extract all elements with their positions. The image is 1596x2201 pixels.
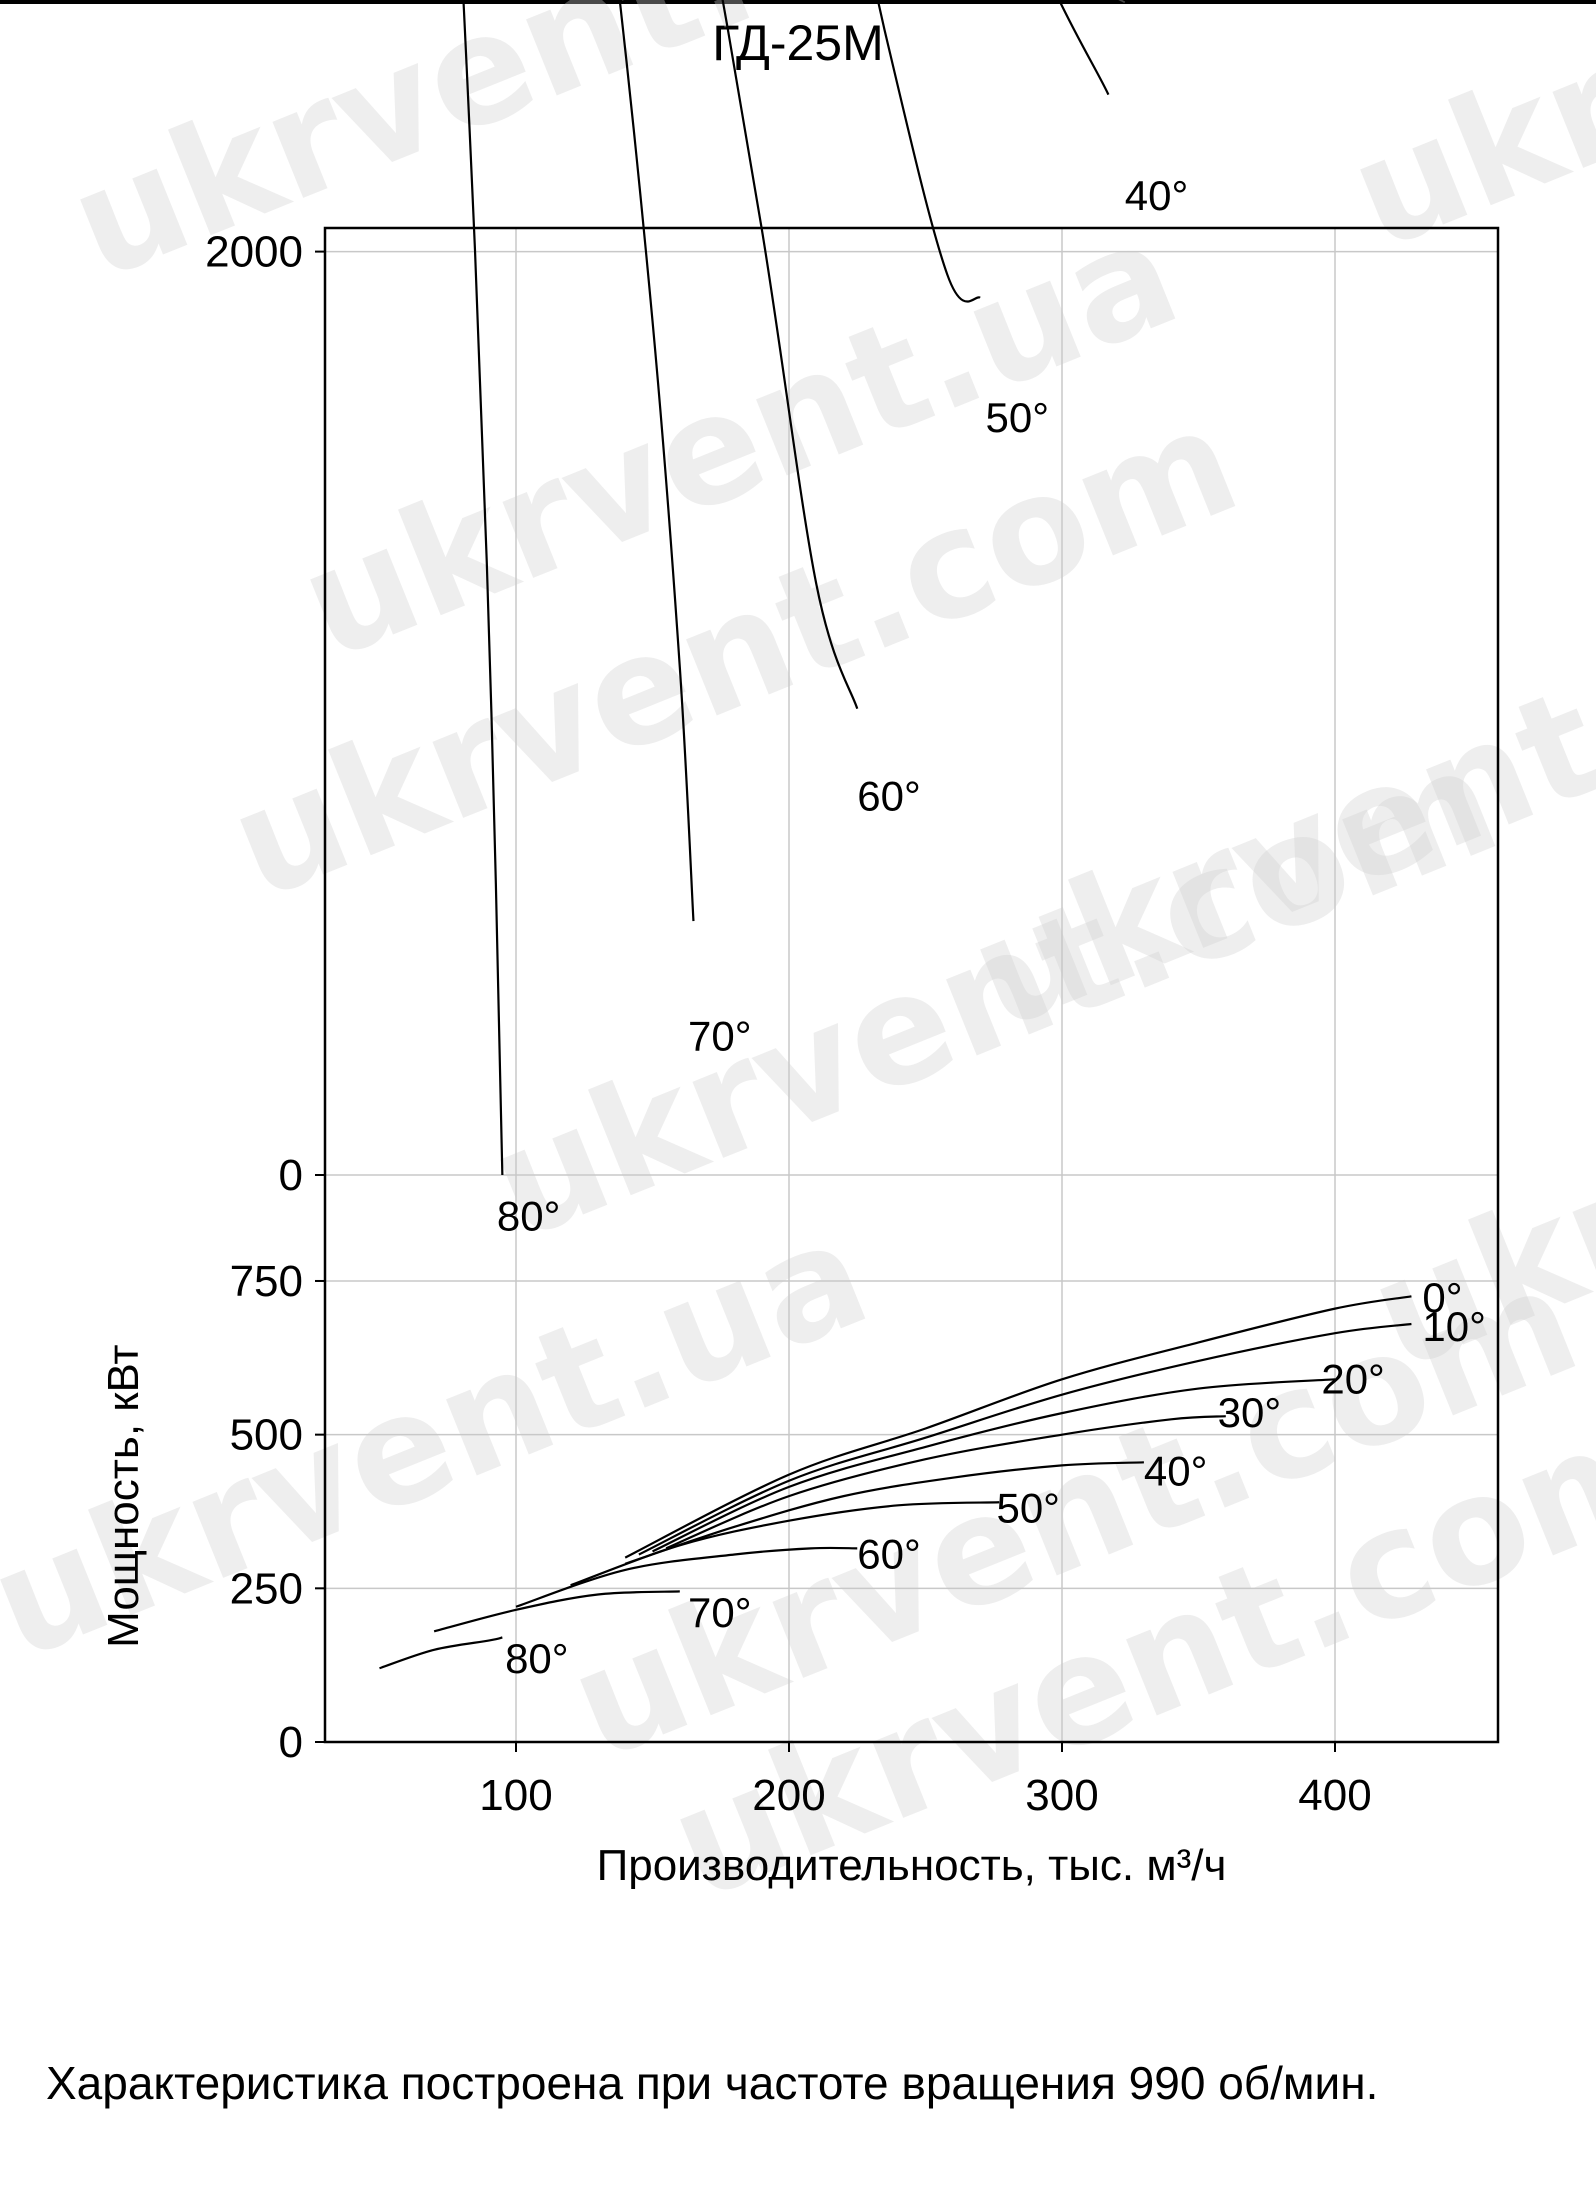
series-lines (379, 0, 1412, 1670)
pressure-series-line (462, 0, 504, 1176)
x-tick-label: 400 (1298, 1771, 1371, 1820)
power-series-line (638, 1322, 1412, 1556)
pressure-series-label: 70° (688, 1012, 752, 1059)
power-series-label: 10° (1422, 1303, 1486, 1350)
power-series-line (379, 1636, 503, 1670)
pressure-series-line (721, 0, 859, 710)
power-series-label: 70° (688, 1589, 752, 1636)
y-tick-label: 250 (230, 1564, 303, 1613)
power-series-line (665, 1415, 1226, 1550)
grid (325, 228, 1498, 1742)
y-tick-label: 500 (230, 1411, 303, 1460)
power-series-line (515, 1546, 858, 1608)
power-series-line (624, 1295, 1412, 1559)
top-rule (0, 0, 1596, 4)
pressure-series-label: 80° (497, 1193, 561, 1240)
y-axis-label-power: Мощность, кВт (99, 1344, 148, 1647)
axes: 10020030040002000400060000250500750Произ… (99, 226, 1500, 1890)
y-tick-label: 0 (279, 1718, 303, 1767)
pressure-series-line (618, 0, 695, 922)
pressure-series-label: 40° (1125, 172, 1189, 219)
power-series-label: 40° (1144, 1448, 1208, 1495)
series-labels: 80%75%70%60%50%0°10°20°30°40°50°60°70°80… (497, 172, 1486, 1682)
power-series-label: 20° (1321, 1355, 1385, 1402)
y-tick-label: 2000 (205, 228, 303, 277)
x-tick-label: 300 (1025, 1771, 1098, 1820)
power-series-line (652, 1378, 1336, 1553)
pressure-series-line (876, 0, 981, 303)
y-tick-label: 0 (279, 1151, 303, 1200)
watermark-text: ukrvent.ua (1328, 0, 1596, 283)
pressure-series-label: 60° (857, 772, 921, 819)
x-tick-label: 200 (752, 1771, 825, 1820)
watermark: ukrvent.comukrvent.uaukrvent.comukrvent.… (0, 0, 1596, 1933)
x-axis-label: Производительность, тыс. м³/ч (597, 1841, 1227, 1890)
power-series-line (570, 1501, 1000, 1587)
x-tick-label: 100 (479, 1771, 552, 1820)
power-series-label: 0° (1422, 1274, 1462, 1321)
pressure-series-label: 50° (986, 394, 1050, 441)
chart-title: ГД-25М (712, 15, 884, 71)
power-series-label: 80° (505, 1635, 569, 1682)
power-series-line (433, 1590, 680, 1633)
y-tick-label: 750 (230, 1257, 303, 1306)
plot-frame (323, 226, 1500, 1744)
power-series-label: 60° (857, 1531, 921, 1578)
power-series-label: 50° (996, 1484, 1060, 1531)
power-series-line (624, 1461, 1144, 1565)
rotation-speed-note: Характеристика построена при частоте вра… (46, 2057, 1379, 2109)
power-series-label: 30° (1218, 1389, 1282, 1436)
